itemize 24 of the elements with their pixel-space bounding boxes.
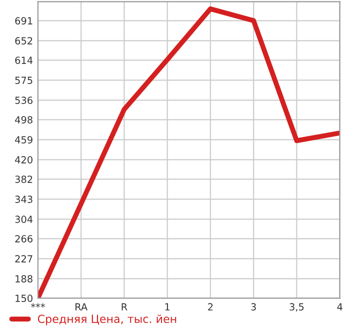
y-tick-label: 652: [15, 37, 32, 44]
y-tick-label: 382: [15, 176, 32, 183]
y-tick-label: 227: [15, 255, 32, 262]
x-tick-label: 3: [251, 303, 256, 311]
x-tick-label: RA: [76, 303, 88, 310]
y-tick-label: 150: [16, 294, 32, 302]
y-tick-label: 459: [15, 136, 32, 144]
x-tick-label: 2: [208, 303, 213, 310]
x-tick-label: ***: [30, 303, 45, 308]
y-tick-label: 575: [15, 76, 32, 84]
y-tick-label: 188: [16, 275, 32, 282]
x-tick-label: 1: [165, 303, 170, 310]
x-tick-label: 3,5: [290, 303, 304, 312]
y-tick-label: 536: [15, 96, 32, 104]
y-tick-label: 304: [15, 216, 33, 223]
y-tick-label: 420: [15, 156, 32, 164]
x-tick-label: R: [122, 303, 128, 310]
y-tick-label: 266: [15, 235, 32, 242]
legend-label: Средняя Цена, тыс. йен: [38, 314, 176, 326]
y-tick-label: 498: [15, 116, 32, 124]
y-tick-label: 343: [15, 196, 32, 203]
x-tick-label: 4: [337, 303, 342, 310]
y-tick-label: 691: [15, 17, 32, 24]
y-tick-label: 614: [15, 56, 33, 64]
